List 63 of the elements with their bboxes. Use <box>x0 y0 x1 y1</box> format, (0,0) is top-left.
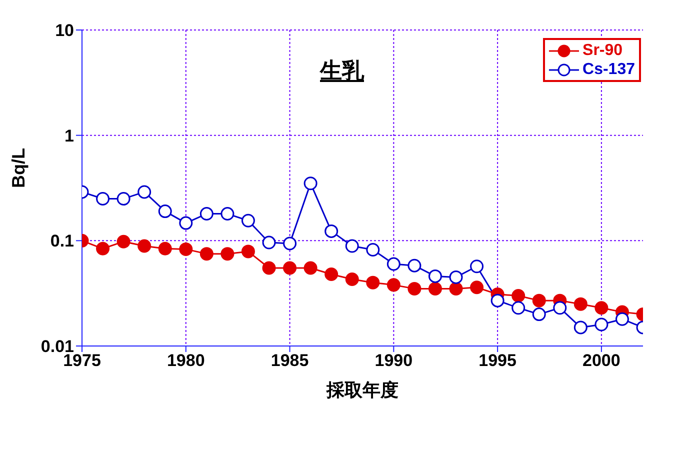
y-tick-label: 1 <box>64 126 74 146</box>
point <box>470 260 484 274</box>
x-tick-label: 1980 <box>166 351 205 370</box>
point <box>428 269 442 283</box>
point <box>179 216 193 230</box>
text: 生乳 <box>320 58 364 83</box>
point <box>262 236 276 250</box>
point <box>220 247 234 261</box>
point <box>345 239 359 253</box>
point <box>470 280 484 294</box>
point <box>574 320 588 334</box>
point <box>594 301 608 315</box>
point <box>158 204 172 218</box>
point <box>512 288 526 302</box>
x-axis-title: 採取年度 <box>326 380 398 400</box>
point <box>138 239 152 253</box>
point <box>96 192 110 206</box>
point <box>532 308 546 322</box>
point <box>449 270 463 284</box>
point <box>366 276 380 290</box>
point <box>304 176 318 190</box>
point <box>283 236 297 250</box>
point <box>262 261 276 275</box>
x-tick-label: 1990 <box>374 351 413 370</box>
point <box>200 247 214 261</box>
point <box>324 267 338 281</box>
point <box>408 282 422 296</box>
x-tick-label: 1975 <box>63 351 101 370</box>
point <box>241 214 255 228</box>
point <box>490 294 504 308</box>
point <box>179 242 193 256</box>
point <box>386 257 400 271</box>
point <box>283 261 297 275</box>
point <box>241 244 255 258</box>
point <box>366 242 380 256</box>
point <box>428 282 442 296</box>
point <box>345 272 359 286</box>
point <box>532 294 546 308</box>
point <box>615 312 629 326</box>
point <box>386 278 400 292</box>
x-tick-label: 2000 <box>582 351 620 370</box>
y-axis-title: Bq/L <box>8 148 28 188</box>
point <box>594 318 608 332</box>
point <box>200 207 214 221</box>
y-tick-label: 10 <box>55 21 74 40</box>
point <box>304 261 318 275</box>
point <box>116 234 130 248</box>
x-tick-label: 1985 <box>270 351 309 370</box>
point <box>408 258 422 272</box>
point <box>449 282 463 296</box>
point <box>138 185 152 199</box>
point <box>116 192 130 206</box>
legend-label: Cs-137 <box>582 60 635 79</box>
point <box>96 242 110 256</box>
point <box>512 301 526 315</box>
point <box>158 242 172 256</box>
point <box>553 301 567 315</box>
x-tick-label: 1995 <box>478 351 516 370</box>
point <box>574 297 588 311</box>
legend-label: Sr-90 <box>582 41 623 60</box>
y-tick-label: 0.1 <box>50 232 74 251</box>
point <box>324 224 338 238</box>
point <box>220 207 234 221</box>
